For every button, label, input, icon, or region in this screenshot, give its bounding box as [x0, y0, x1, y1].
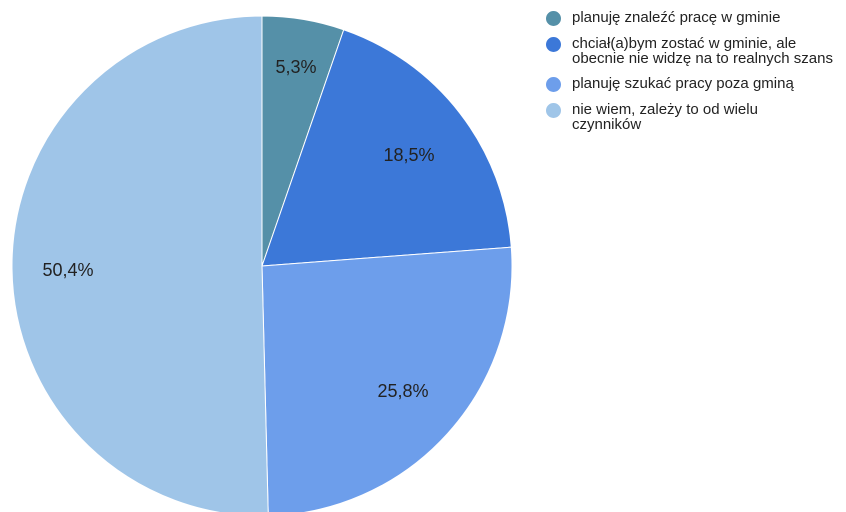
- legend-marker-3: [546, 77, 561, 92]
- legend-label-4: nie wiem, zależy to od wielu czynników: [572, 101, 758, 133]
- legend-item-4: nie wiem, zależy to od wielu czynników: [546, 102, 842, 132]
- legend-item-3: planuję szukać pracy poza gminą: [546, 76, 842, 92]
- pie-slice-2: [261, 29, 512, 267]
- pie-slice-3: [261, 246, 513, 512]
- slice-label-2: 18,5%: [383, 145, 434, 165]
- legend-marker-2: [546, 37, 561, 52]
- chart-legend: planuję znaleźć pracę w gminie chciał(a)…: [546, 10, 842, 142]
- legend-marker-4: [546, 103, 561, 118]
- legend-label-3: planuję szukać pracy poza gminą: [572, 75, 794, 92]
- legend-item-1: planuję znaleźć pracę w gminie: [546, 10, 842, 26]
- legend-item-2: chciał(a)bym zostać w gminie, ale obecni…: [546, 36, 842, 66]
- pie-slice-4: [11, 15, 269, 512]
- slice-label-4: 50,4%: [42, 260, 93, 280]
- legend-marker-1: [546, 11, 561, 26]
- legend-label-1: planuję znaleźć pracę w gminie: [572, 9, 781, 26]
- slice-label-1: 5,3%: [275, 57, 316, 77]
- slice-label-3: 25,8%: [377, 381, 428, 401]
- legend-label-2: chciał(a)bym zostać w gminie, ale obecni…: [572, 35, 833, 67]
